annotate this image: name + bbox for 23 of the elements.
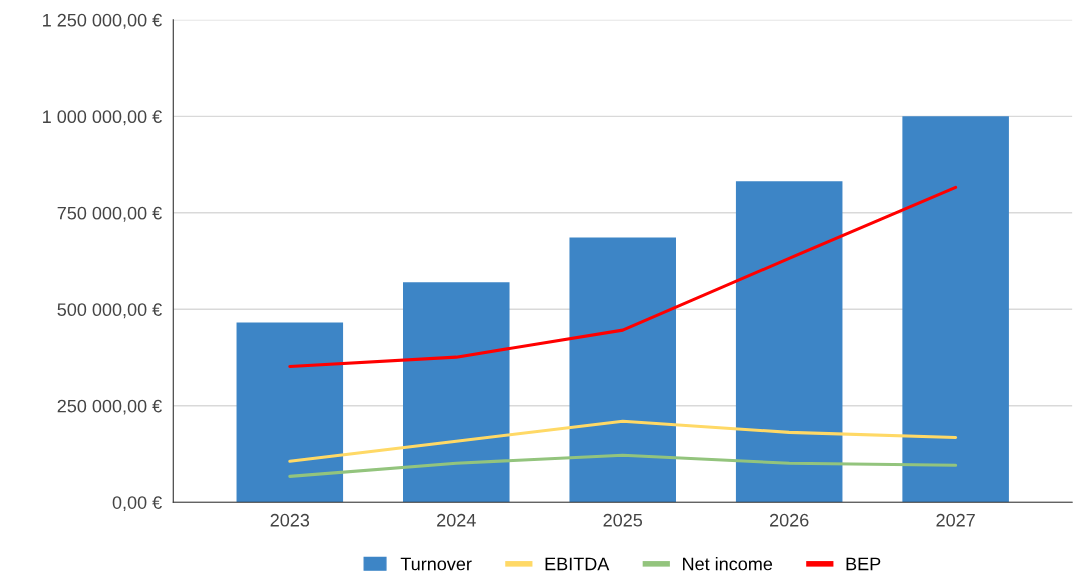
- y-tick-label: 1 250 000,00 €: [43, 13, 162, 29]
- y-tick-label: 500 000,00 €: [57, 303, 162, 319]
- line-series: [288, 419, 958, 463]
- y-tick-label: 1 000 000,00 €: [43, 110, 162, 126]
- line-series: [288, 453, 958, 478]
- bar: [236, 322, 344, 503]
- x-tick-label: 2025: [603, 513, 643, 527]
- bar: [403, 282, 510, 503]
- bar: [902, 116, 1009, 503]
- x-tick-label: 2027: [936, 513, 975, 527]
- legend-label: EBITDA: [545, 557, 610, 571]
- legend-label: BEP: [846, 557, 881, 571]
- bar: [569, 237, 676, 503]
- bar: [735, 181, 843, 503]
- line-series: [288, 185, 958, 368]
- y-tick-label: 750 000,00 €: [57, 206, 162, 222]
- x-tick-label: 2023: [270, 513, 310, 527]
- x-tick-label: 2024: [437, 513, 476, 527]
- legend-label: Net income: [683, 557, 773, 571]
- y-tick-label: 0,00 €: [112, 496, 162, 512]
- y-tick-label: 250 000,00 €: [57, 399, 162, 415]
- x-tick-label: 2026: [770, 513, 809, 527]
- legend-label: Turnover: [400, 557, 472, 571]
